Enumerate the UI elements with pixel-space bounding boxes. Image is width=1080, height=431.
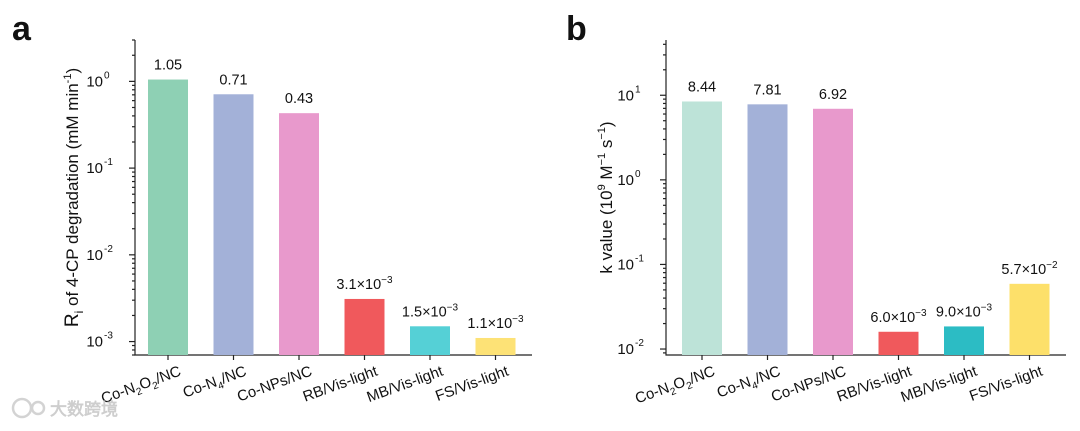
category-label: MB/Vis-light [899,363,981,407]
y-tick-exponent: 0 [104,70,110,81]
bar [279,113,319,355]
panel-letter-a: a [12,10,32,48]
category-label: Co-NPs/NC [235,363,315,406]
category-label: FS/Vis-light [433,363,511,405]
y-tick-label: 10 [86,334,103,351]
data-label: 1.05 [154,58,182,74]
y-axis-title: Ri of 4-CP degradation (mM min-1) [62,68,86,327]
y-tick-label: 10 [86,247,103,264]
axis-frame [134,40,532,356]
data-label: 5.7×10−2 [1001,260,1058,278]
bar [878,331,919,355]
bar [813,108,853,355]
y-tick-exponent: 1 [635,84,641,95]
watermark: 大数跨境 [11,397,118,419]
y-tick-label: 10 [617,172,634,189]
bar [1009,283,1050,355]
data-label: 6.92 [819,87,847,103]
y-tick-label: 10 [617,87,634,104]
category-label: FS/Vis-light [967,363,1045,405]
bar [747,104,788,355]
y-tick-exponent: -1 [635,253,644,264]
y-tick-label: 10 [617,256,634,273]
y-tick-exponent: -3 [104,331,113,342]
bar [344,298,385,355]
data-label: 6.0×10−3 [870,308,927,326]
y-tick-exponent: -1 [104,157,113,168]
data-label: 9.0×10−3 [936,302,993,320]
watermark-logo-dot [30,400,46,416]
category-label: Co-NPs/NC [769,363,849,406]
data-label: 0.71 [219,72,247,88]
bar [213,94,254,356]
bar [148,79,188,356]
category-label: Co-N2O2/NC [633,363,719,410]
panel-letter-b: b [566,10,587,48]
data-label: 8.44 [688,79,716,95]
bar [944,326,984,355]
y-tick-exponent: -2 [104,244,113,255]
bar [475,337,516,355]
y-tick-exponent: -2 [635,338,644,349]
data-label: 3.1×10−3 [336,275,393,293]
data-label: 1.5×10−3 [402,302,459,320]
y-tick-label: 10 [617,341,634,358]
y-tick-exponent: 0 [635,169,641,180]
category-label: MB/Vis-light [365,363,447,407]
watermark-logo-icon [11,397,33,419]
watermark-text: 大数跨境 [50,399,118,419]
y-axis-title: k value (109 M−1 s−1) [596,121,616,273]
y-tick-label: 10 [86,160,103,177]
bar [410,326,450,355]
data-label: 0.43 [285,91,313,107]
y-tick-label: 10 [86,73,103,90]
data-label: 1.1×10−3 [467,314,524,332]
bar [682,101,722,355]
data-label: 7.81 [753,82,781,98]
axis-frame [665,40,1066,356]
